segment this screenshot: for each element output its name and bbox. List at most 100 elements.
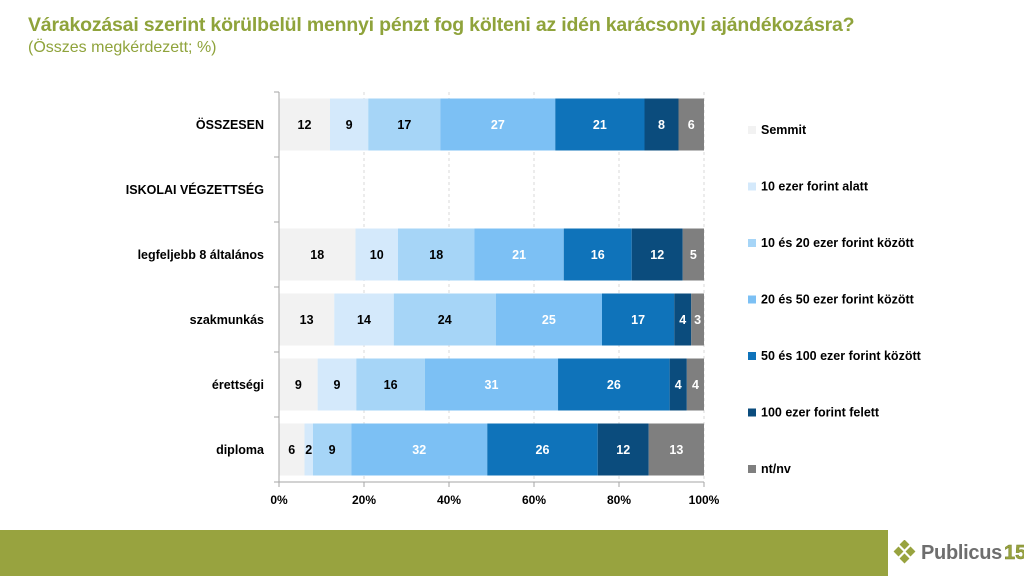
logo-number: 15 (1003, 541, 1024, 564)
chart-subtitle: (Összes megkérdezett; %) (28, 39, 217, 56)
category-label: ISKOLAI VÉGZETTSÉG (126, 182, 264, 197)
bar-segment (674, 293, 692, 346)
data-label: 12 (616, 443, 630, 457)
bar-segment (304, 423, 313, 476)
data-label: 3 (694, 313, 701, 327)
legend-swatch (748, 182, 756, 191)
data-label: 27 (491, 118, 505, 132)
bar-segment (317, 358, 357, 411)
chart-title: Várakozásai szerint körülbelül mennyi pé… (28, 14, 855, 36)
bar-segment (602, 293, 675, 346)
bar-segment (691, 293, 704, 346)
data-label: 31 (485, 378, 499, 392)
legend-label: Semmit (761, 123, 807, 137)
bar-segment (393, 293, 496, 346)
bar-segment (355, 228, 398, 281)
data-label: 18 (310, 248, 324, 262)
x-tick-label: 20% (352, 493, 376, 507)
data-label: 21 (512, 248, 526, 262)
category-label: szakmunkás (190, 313, 264, 327)
bar-segment (644, 98, 679, 151)
bar-segment (495, 293, 602, 346)
data-label: 14 (357, 313, 371, 327)
bar-segment (440, 98, 556, 151)
bar-segment (313, 423, 352, 476)
bar-segment (330, 98, 369, 151)
legend-swatch (748, 465, 756, 473)
bar-segment (398, 228, 475, 281)
data-label: 4 (692, 378, 699, 392)
bar-segment (555, 98, 645, 151)
x-tick-label: 40% (437, 493, 461, 507)
category-label: diploma (216, 443, 265, 457)
publicus-logo: Publicus 15 (893, 537, 1024, 569)
bar-segment (686, 358, 704, 411)
bar-segment (356, 358, 425, 411)
data-label: 9 (329, 443, 336, 457)
data-label: 2 (305, 443, 312, 457)
legend-swatch (748, 239, 756, 247)
data-label: 6 (288, 443, 295, 457)
legend-label: 50 és 100 ezer forint között (761, 349, 922, 363)
bar-segment (334, 293, 394, 346)
bar-segment (279, 423, 305, 476)
bar-segment (558, 358, 670, 411)
data-label: 12 (298, 118, 312, 132)
bar-segment (424, 358, 559, 411)
data-label: 9 (346, 118, 353, 132)
legend-label: 10 és 20 ezer forint között (761, 236, 915, 250)
category-label: érettségi (212, 378, 264, 392)
data-label: 12 (650, 248, 664, 262)
bar-segment (279, 293, 335, 346)
data-label: 24 (438, 313, 452, 327)
legend-swatch (748, 126, 756, 134)
data-label: 16 (384, 378, 398, 392)
footer-band (0, 530, 888, 576)
bar-segment (597, 423, 649, 476)
x-tick-label: 100% (689, 493, 720, 507)
data-label: 17 (397, 118, 411, 132)
legend-swatch (748, 352, 756, 360)
bar-segment (487, 423, 598, 476)
legend-label: nt/nv (761, 462, 791, 476)
legend-swatch (748, 295, 756, 304)
data-label: 13 (669, 443, 683, 457)
data-label: 26 (607, 378, 621, 392)
bar-segment (631, 228, 683, 281)
bar-segment (474, 228, 564, 281)
bar-segment (279, 98, 330, 151)
data-label: 6 (688, 118, 695, 132)
category-label: legfeljebb 8 általános (138, 248, 264, 262)
bar-segment (678, 98, 704, 151)
bar-segment (279, 358, 318, 411)
logo-text: Publicus (921, 541, 1002, 564)
data-label: 25 (542, 313, 556, 327)
data-label: 8 (658, 118, 665, 132)
legend-label: 20 és 50 ezer forint között (761, 293, 915, 307)
data-label: 5 (690, 248, 697, 262)
data-label: 9 (295, 378, 302, 392)
bar-segment (279, 228, 356, 281)
legend-swatch (748, 408, 756, 417)
bar-segment (351, 423, 488, 476)
data-label: 13 (300, 313, 314, 327)
legend-label: 10 ezer forint alatt (761, 180, 869, 194)
logo-diamonds-icon (893, 540, 916, 564)
bar-segment (669, 358, 687, 411)
data-label: 9 (333, 378, 340, 392)
x-tick-label: 80% (607, 493, 631, 507)
data-label: 4 (675, 378, 682, 392)
data-label: 32 (412, 443, 426, 457)
x-tick-label: 0% (270, 493, 288, 507)
bar-segment (682, 228, 704, 281)
data-label: 18 (429, 248, 443, 262)
data-label: 4 (679, 313, 686, 327)
legend-label: 100 ezer forint felett (761, 406, 880, 420)
x-tick-label: 60% (522, 493, 546, 507)
data-label: 21 (593, 118, 607, 132)
bar-segment (563, 228, 632, 281)
data-label: 16 (591, 248, 605, 262)
data-label: 17 (631, 313, 645, 327)
data-label: 26 (536, 443, 550, 457)
